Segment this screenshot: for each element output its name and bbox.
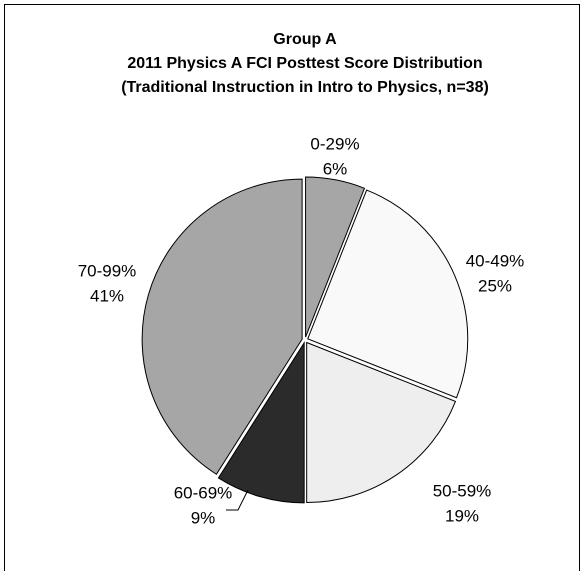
slice-label: 40-49%: [466, 251, 525, 270]
slice-label: 60-69%: [174, 483, 233, 502]
slice-value: 6%: [323, 159, 348, 178]
slice-label: 0-29%: [310, 134, 359, 153]
pie-slice: [307, 189, 469, 399]
chart-title: Group A: [273, 31, 337, 48]
chart-title: 2011 Physics A FCI Posttest Score Distri…: [127, 55, 482, 72]
slice-value: 41%: [90, 286, 124, 305]
slice-value: 25%: [478, 276, 512, 295]
pie-slice: [141, 178, 303, 475]
slice-label: 70-99%: [78, 261, 137, 280]
pie-slice: [306, 341, 457, 503]
slice-value: 9%: [191, 508, 216, 527]
leader-line: [226, 489, 249, 511]
slice-value: 19%: [445, 506, 479, 525]
pie-slice: [217, 341, 305, 504]
chart-title: (Traditional Instruction in Intro to Phy…: [121, 79, 489, 96]
slice-label: 50-59%: [433, 481, 492, 500]
pie-slice: [305, 176, 366, 338]
